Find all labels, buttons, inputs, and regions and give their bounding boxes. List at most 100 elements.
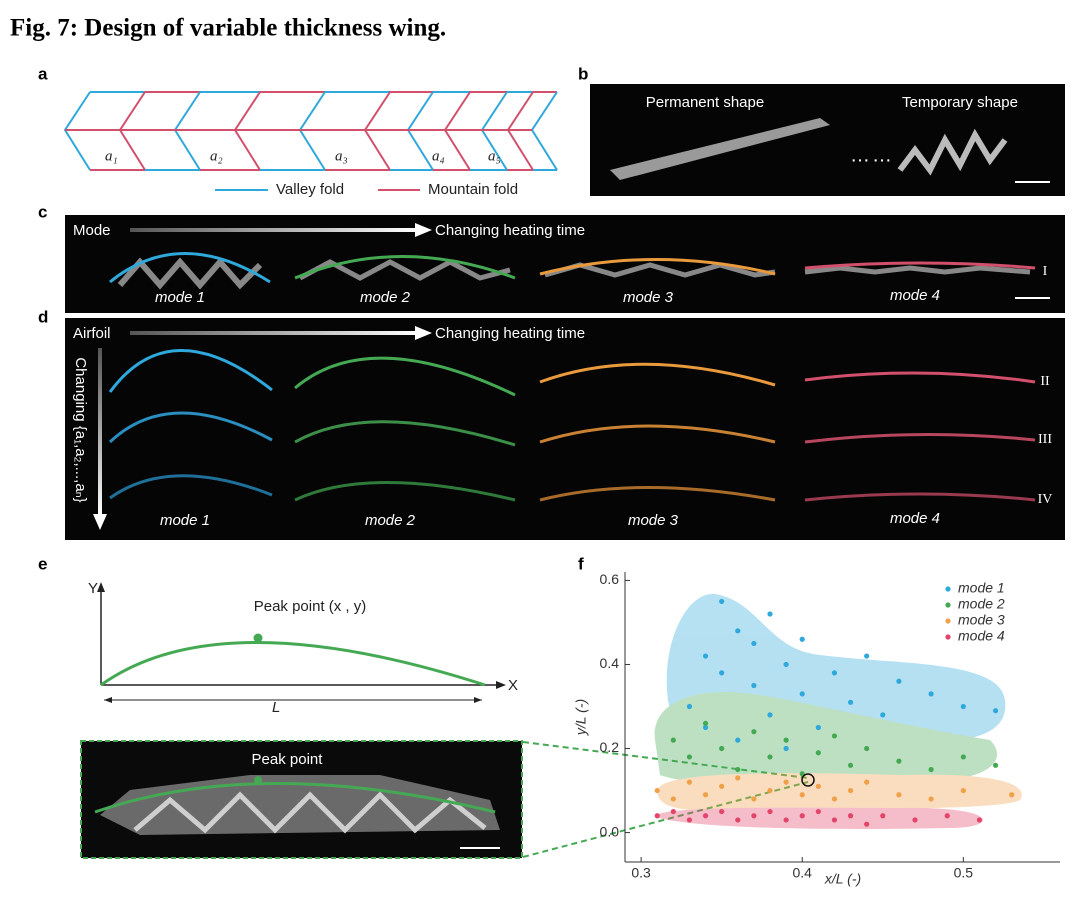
photo-caption: Peak point: [252, 751, 324, 768]
mode-label: mode 1: [155, 289, 205, 306]
flat-strip: [610, 118, 830, 180]
scatter-point: [719, 783, 725, 789]
scatter-point: [815, 808, 821, 815]
scatter-point: [670, 808, 676, 815]
axis-label: X: [508, 677, 518, 694]
scatter-point: [783, 779, 789, 785]
scatter-point: [864, 653, 870, 659]
legend-text: mode 4: [958, 628, 1005, 644]
scatter-point: [799, 792, 805, 798]
scatter-point: [831, 670, 838, 676]
folded-strip: [897, 128, 1008, 176]
legend-marker: [945, 602, 951, 608]
scatter-point: [928, 691, 934, 697]
segment-label: a₂: [210, 148, 223, 164]
mode-label: mode 1: [160, 512, 210, 529]
arrow: [130, 228, 415, 232]
mode-label: mode 4: [890, 510, 940, 527]
segment-label: a₁: [105, 148, 118, 164]
photo-caption: Temporary shape: [902, 94, 1018, 111]
connector: [522, 741, 809, 779]
scatter-point: [815, 724, 821, 731]
profile-curve: [94, 782, 496, 814]
curve-label: III: [1038, 432, 1052, 447]
arrow: [98, 348, 102, 516]
legend-text: mode 3: [958, 612, 1005, 628]
scatter-point: [719, 808, 725, 815]
scatter-point: [783, 817, 789, 823]
legend-marker: [945, 586, 951, 592]
scatter-point: [654, 813, 660, 819]
scatter-point: [1009, 792, 1015, 798]
scatter-point: [864, 745, 870, 752]
legend-text: mode 1: [958, 580, 1005, 596]
panel-label: d: [38, 307, 48, 326]
scatter-point: [686, 754, 693, 760]
scatter-point: [686, 817, 693, 823]
dots: ……: [850, 144, 894, 166]
segment-label: a₄: [432, 148, 445, 164]
y-tick-label: 0.0: [600, 823, 620, 839]
scatter-point: [928, 796, 934, 802]
scatter-point: [702, 724, 709, 731]
row-label: Mode: [73, 222, 111, 239]
scatter-point: [719, 670, 725, 676]
scatter-point: [654, 787, 660, 794]
scatter-point: [767, 754, 773, 760]
scatter-point: [976, 817, 983, 823]
scatter-point: [767, 712, 773, 718]
peak-point: [253, 633, 263, 643]
scatter-point: [670, 796, 676, 802]
folded-core: [133, 791, 487, 834]
scatter-point: [702, 653, 709, 659]
legend-marker: [945, 634, 951, 640]
folded-wing: [804, 265, 1031, 275]
scatter-point: [831, 817, 838, 823]
scatter-point: [847, 762, 854, 768]
arrow-head: [474, 697, 482, 703]
scatter-point: [847, 813, 854, 819]
scatter-point: [751, 813, 757, 819]
scatter-point: [896, 678, 902, 684]
x-tick-label: 0.5: [954, 865, 974, 881]
profile-curve: [100, 641, 486, 687]
photo: [590, 84, 1065, 196]
folded-wing: [544, 262, 776, 278]
legend-text: Mountain fold: [428, 181, 518, 198]
scatter-point: [783, 737, 789, 743]
connector: [522, 781, 809, 858]
scatter-point: [815, 783, 821, 789]
profile-curve: [539, 258, 776, 276]
scatter-point: [735, 775, 741, 781]
panel-label: e: [38, 554, 47, 573]
scatter-point: [799, 691, 805, 697]
y-tick-label: 0.6: [600, 571, 620, 587]
scatter-point: [702, 792, 709, 798]
scatter-point: [912, 817, 918, 823]
scatter-point: [960, 754, 966, 760]
y-axis-label: y/L (-): [573, 699, 589, 736]
scatter-point: [799, 813, 805, 819]
scatter-point: [992, 762, 999, 768]
scatter-point: [783, 661, 789, 668]
panel-label: b: [578, 64, 588, 83]
scatter-point: [880, 813, 886, 819]
scatter-point: [880, 712, 886, 718]
scatter-point: [847, 699, 854, 705]
y-tick-label: 0.4: [600, 655, 620, 671]
curve-label: IV: [1038, 492, 1053, 507]
scatter-point: [686, 779, 693, 785]
arrow-head: [496, 681, 506, 689]
scatter-point: [960, 787, 966, 794]
scatter-point: [719, 598, 725, 605]
scatter-point: [670, 737, 676, 743]
scatter-point: [944, 813, 950, 819]
profile-curve: [804, 261, 1036, 270]
scatter-point: [928, 766, 934, 773]
scatter-point: [735, 628, 741, 634]
scatter-point: [767, 787, 773, 794]
scatter-point: [702, 813, 709, 819]
arrow-head: [104, 697, 112, 703]
panel-label: f: [578, 554, 584, 573]
scatter-point: [799, 636, 805, 642]
